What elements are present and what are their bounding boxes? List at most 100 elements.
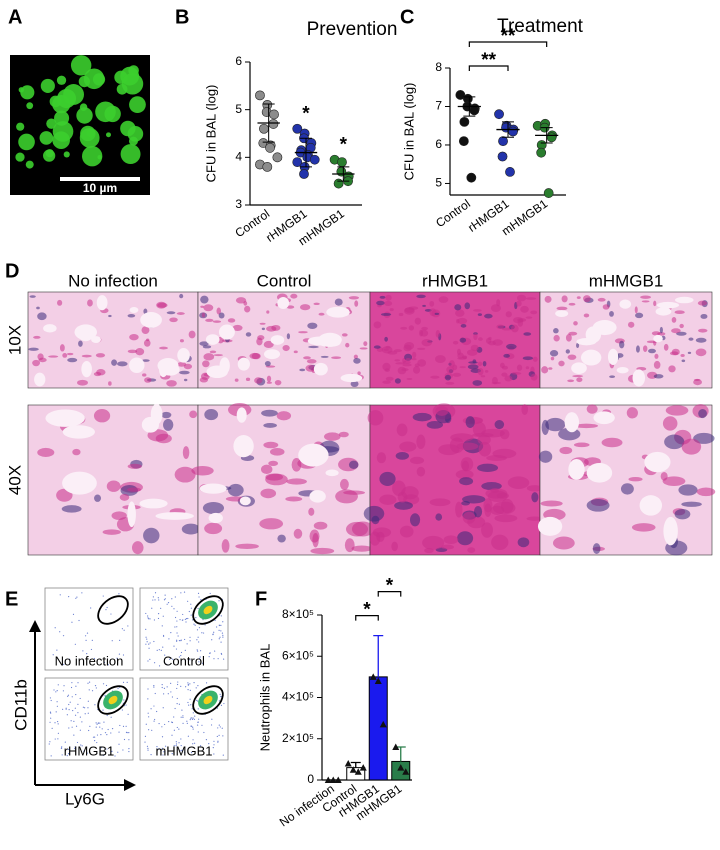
airspace bbox=[62, 425, 95, 439]
flow-event bbox=[187, 701, 189, 704]
flow-event bbox=[157, 597, 159, 599]
flow-event bbox=[167, 602, 170, 604]
flow-event bbox=[78, 619, 80, 622]
tissue-texture bbox=[583, 295, 591, 303]
tissue-texture bbox=[430, 375, 440, 379]
tissue-texture bbox=[668, 365, 676, 373]
tissue-texture bbox=[462, 511, 476, 524]
tissue-texture bbox=[586, 498, 610, 512]
flow-event bbox=[180, 639, 182, 641]
flow-event bbox=[59, 631, 61, 633]
tissue-texture bbox=[213, 354, 223, 357]
flow-event bbox=[110, 750, 112, 753]
flow-event bbox=[210, 724, 213, 726]
data-point bbox=[459, 116, 470, 127]
flow-event bbox=[187, 617, 189, 620]
tissue-texture bbox=[376, 531, 385, 542]
tissue-texture bbox=[576, 377, 583, 383]
flow-event bbox=[185, 618, 188, 620]
flow-event bbox=[102, 683, 105, 685]
tissue-texture bbox=[249, 352, 260, 360]
airspace bbox=[537, 516, 563, 536]
flow-event bbox=[188, 704, 190, 706]
flow-event bbox=[147, 617, 149, 619]
tissue-texture bbox=[488, 336, 492, 341]
flow-event bbox=[164, 598, 166, 600]
airspace bbox=[619, 299, 632, 309]
flow-event bbox=[162, 615, 164, 617]
tissue-texture bbox=[481, 482, 502, 491]
gate bbox=[97, 685, 129, 715]
data-point bbox=[369, 673, 377, 680]
tissue-texture bbox=[157, 302, 168, 308]
tissue-texture bbox=[501, 372, 508, 377]
flow-event bbox=[82, 650, 84, 652]
tissue-texture bbox=[348, 296, 360, 300]
flow-event bbox=[54, 722, 56, 724]
flow-event bbox=[56, 720, 59, 723]
flow-event bbox=[192, 712, 194, 714]
tissue-texture bbox=[626, 407, 638, 419]
flow-event bbox=[123, 738, 126, 741]
flow-event bbox=[66, 714, 68, 716]
airspace bbox=[663, 516, 678, 546]
tissue-texture bbox=[521, 404, 529, 416]
flow-event bbox=[175, 745, 177, 747]
tissue-texture bbox=[367, 410, 384, 426]
flow-event bbox=[184, 660, 186, 662]
tissue-texture bbox=[318, 312, 325, 316]
tissue-texture bbox=[37, 447, 55, 457]
column-label: Control bbox=[257, 271, 312, 290]
flow-event bbox=[154, 692, 156, 695]
tissue-texture bbox=[478, 337, 483, 341]
flow-event bbox=[200, 599, 202, 601]
tissue-texture bbox=[276, 411, 292, 421]
row-label: 10X bbox=[5, 325, 24, 355]
flow-event bbox=[63, 685, 65, 687]
flow-event bbox=[153, 619, 156, 621]
tissue-texture bbox=[127, 487, 142, 492]
tissue-texture bbox=[572, 375, 584, 378]
flow-event bbox=[68, 596, 70, 598]
flow-event bbox=[193, 718, 196, 720]
flow-event bbox=[90, 648, 93, 651]
flow-event bbox=[161, 684, 163, 686]
tissue-texture bbox=[357, 371, 361, 375]
flow-event bbox=[174, 707, 176, 710]
flow-event bbox=[86, 632, 89, 634]
flow-event bbox=[127, 713, 129, 715]
flow-event bbox=[87, 707, 89, 709]
flow-event bbox=[223, 658, 225, 660]
airspace bbox=[564, 412, 580, 433]
tissue-texture bbox=[494, 420, 505, 430]
flow-event bbox=[213, 753, 215, 755]
flow-event bbox=[73, 734, 75, 736]
tissue-texture bbox=[399, 441, 417, 452]
flow-event bbox=[182, 619, 184, 621]
flow-event bbox=[148, 729, 150, 731]
flow-event bbox=[193, 742, 196, 744]
flow-event bbox=[49, 741, 51, 743]
tissue-texture bbox=[478, 441, 492, 457]
tissue-texture bbox=[385, 376, 394, 381]
tissue-texture bbox=[209, 350, 217, 354]
tissue-texture bbox=[245, 332, 252, 337]
airspace bbox=[325, 469, 339, 477]
flow-event bbox=[76, 741, 79, 744]
airspace bbox=[607, 348, 619, 366]
fluorescent-spot bbox=[18, 87, 24, 93]
tissue-texture bbox=[550, 356, 555, 361]
flow-event bbox=[106, 714, 108, 717]
flow-event bbox=[83, 750, 85, 752]
flow-event bbox=[214, 650, 216, 652]
airspace bbox=[655, 307, 672, 316]
tissue-texture bbox=[601, 437, 623, 448]
flow-event bbox=[203, 731, 205, 734]
tissue-texture bbox=[334, 298, 343, 306]
flow-event bbox=[171, 721, 173, 723]
airspace bbox=[639, 495, 663, 516]
flow-event bbox=[213, 658, 215, 660]
flow-event bbox=[106, 606, 108, 609]
tissue-texture bbox=[687, 351, 692, 354]
flow-event bbox=[121, 628, 123, 630]
